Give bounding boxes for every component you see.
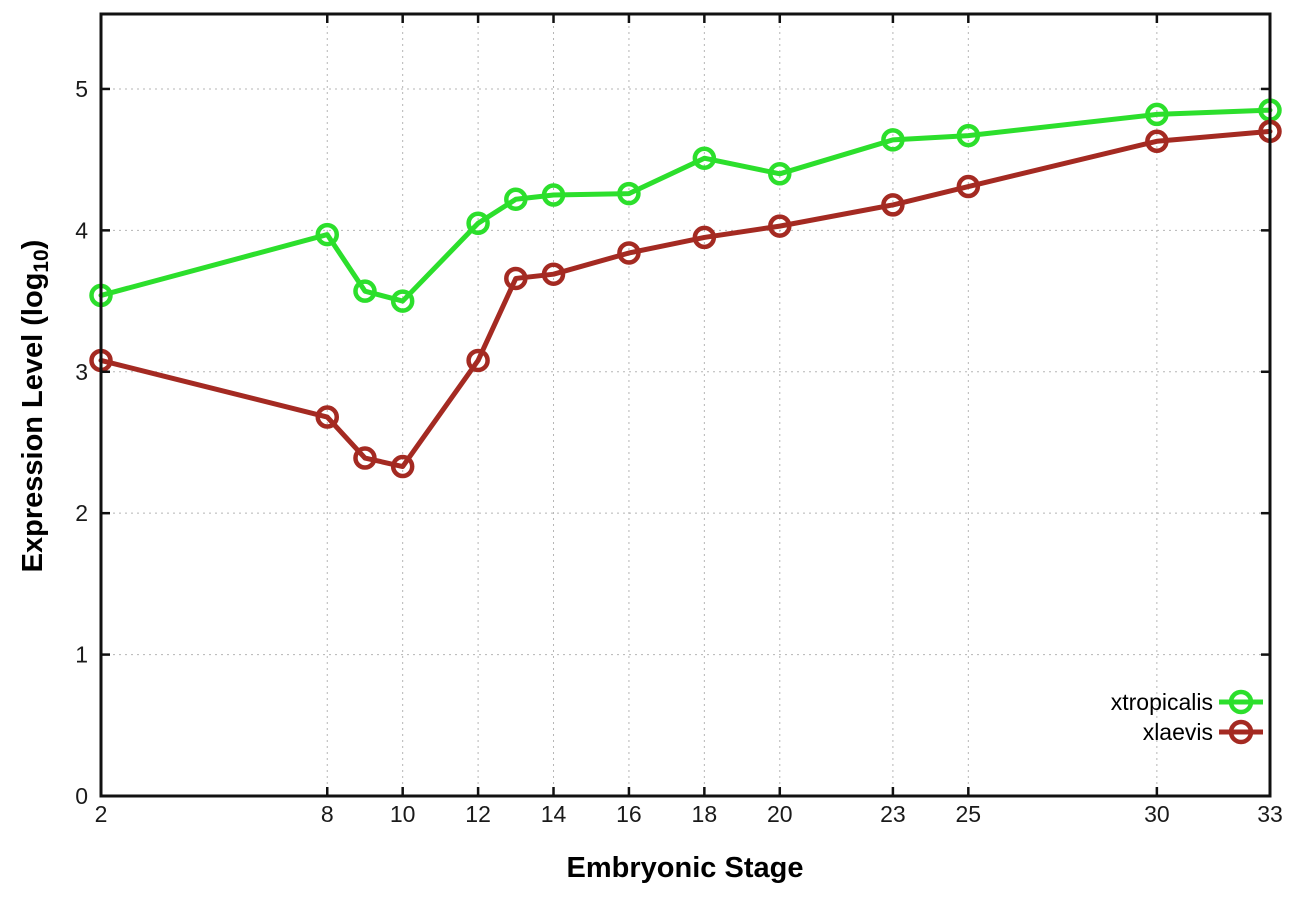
data-point-marker-xtropicalis [353,279,377,303]
x-axis-title: Embryonic Stage [566,852,804,884]
y-tick-label: 5 [75,76,88,102]
x-tick-label: 14 [541,801,567,827]
y-axis-title-subscript: 10 [29,249,53,273]
data-point-marker-xtropicalis [956,123,981,148]
x-tick-label: 12 [465,801,491,827]
data-point-marker-xlaevis [466,348,490,373]
x-tick-label: 33 [1257,801,1283,827]
data-point-marker-xlaevis [504,266,528,291]
tick-marks [99,14,1272,798]
data-point-marker-xlaevis [541,262,566,286]
x-tick-label: 16 [616,801,642,827]
legend-marker-sample [1228,719,1254,745]
data-point-marker-xtropicalis [617,181,641,206]
data-point-marker-xtropicalis [1145,102,1169,127]
x-tick-label: 30 [1144,801,1170,827]
data-point-marker-xtropicalis [315,222,340,247]
y-tick-label: 4 [75,217,88,243]
legend-label: xlaevis [1143,719,1213,745]
legend-item-xlaevis: xlaevis [1143,719,1263,745]
x-tick-label: 18 [692,801,718,827]
y-tick-label: 2 [75,500,88,526]
data-point-marker-xlaevis [1145,129,1169,154]
x-tick-label: 20 [767,801,793,827]
legend-marker-sample [1228,689,1254,715]
y-axis-title-suffix: ) [17,239,49,250]
data-point-marker-xtropicalis [504,187,528,211]
legend: xtropicalis xlaevis [1111,689,1263,745]
series-line-xlaevis [98,128,1273,470]
data-point-marker-xtropicalis [541,183,566,207]
gridlines [101,14,1270,796]
x-tick-label: 25 [956,801,982,827]
series-line-xtropicalis [98,107,1273,304]
data-point-marker-xlaevis [617,241,641,265]
data-point-marker-xtropicalis [881,128,905,152]
x-tick-label: 2 [95,801,108,827]
data-point-marker-xlaevis [353,446,377,470]
y-axis-title: Expression Level (log10) [12,106,54,706]
data-point-marker-xlaevis [881,193,905,217]
data-point-marker-xlaevis [956,174,981,199]
x-tick-label: 10 [390,801,416,827]
plot-border [99,12,1272,798]
y-axis-title-text: Expression Level (log [17,272,49,573]
x-tick-label: 8 [321,801,334,827]
data-point-marker-xlaevis [390,454,415,479]
data-point-marker-xtropicalis [466,211,490,236]
y-tick-label: 0 [75,783,88,809]
data-point-marker-xlaevis [315,405,340,429]
series-xlaevis [89,119,1282,479]
x-tick-label: 23 [880,801,906,827]
data-point-marker-xlaevis [692,225,717,250]
data-point-marker-xtropicalis [768,162,792,186]
data-point-marker-xtropicalis [390,289,415,313]
legend-label: xtropicalis [1111,689,1213,715]
y-tick-label: 1 [75,642,88,668]
data-point-marker-xlaevis [768,214,792,238]
y-tick-label: 3 [75,359,88,385]
legend-item-xtropicalis: xtropicalis [1111,689,1263,715]
data-point-marker-xtropicalis [692,146,717,170]
